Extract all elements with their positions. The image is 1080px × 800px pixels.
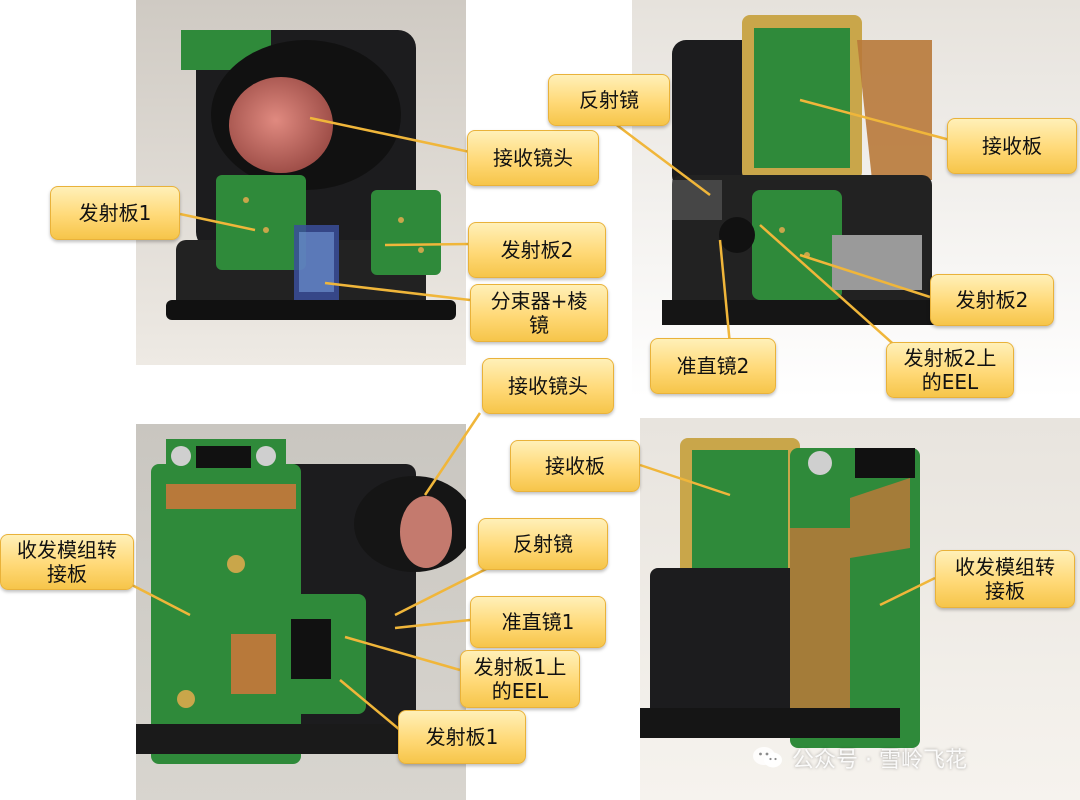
callout-transceiver-adapter-right: 收发模组转 接板 xyxy=(935,550,1075,608)
callout-eel-board1: 发射板1上 的EEL xyxy=(460,650,580,708)
callout-receiver-board-top: 接收板 xyxy=(947,118,1077,174)
callout-emitter-board2-top: 发射板2 xyxy=(468,222,606,278)
callout-emitter-board1-top: 发射板1 xyxy=(50,186,180,240)
wechat-icon xyxy=(752,745,784,771)
callout-collimator2: 准直镜2 xyxy=(650,338,776,394)
watermark-text: 公众号 · 雪岭飞花 xyxy=(792,748,967,773)
callout-receiver-board-bottom: 接收板 xyxy=(510,440,640,492)
callout-receive-lens-bottom: 接收镜头 xyxy=(482,358,614,414)
callout-emitter-board2-right: 发射板2 xyxy=(930,274,1054,326)
watermark: 公众号 · 雪岭飞花 xyxy=(752,740,967,776)
callout-transceiver-adapter-left: 收发模组转 接板 xyxy=(0,534,134,590)
photo-top-left xyxy=(136,0,466,365)
callout-collimator1: 准直镜1 xyxy=(470,596,606,648)
callout-mirror-top: 反射镜 xyxy=(548,74,670,126)
callout-emitter-board1-bottom: 发射板1 xyxy=(398,710,526,764)
callout-mirror-bottom: 反射镜 xyxy=(478,518,608,570)
callout-eel-board2: 发射板2上 的EEL xyxy=(886,342,1014,398)
callout-receive-lens-top: 接收镜头 xyxy=(467,130,599,186)
callout-splitter-prism: 分束器+棱 镜 xyxy=(470,284,608,342)
